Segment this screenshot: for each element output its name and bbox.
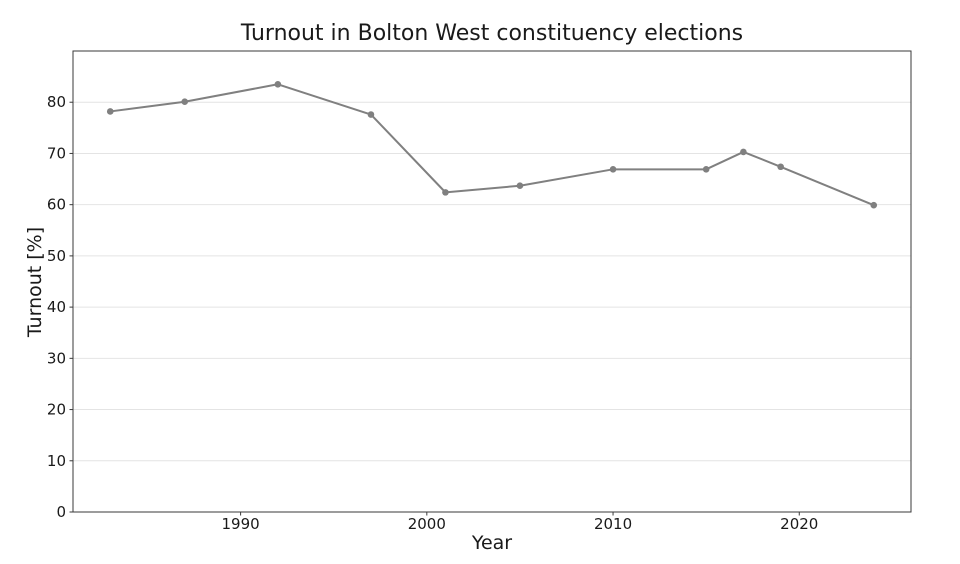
y-tick-label: 60 <box>47 196 66 214</box>
y-tick-label: 0 <box>56 503 66 521</box>
plot-border <box>72 50 912 513</box>
y-tick-label: 50 <box>47 247 66 265</box>
y-tick-label: 80 <box>47 93 66 111</box>
x-tick-label: 2000 <box>408 515 446 533</box>
data-point-2019 <box>777 163 784 171</box>
y-tick-label: 10 <box>47 452 66 470</box>
x-tick-label: 2010 <box>594 515 632 533</box>
data-point-1983 <box>106 108 114 115</box>
data-point-2005 <box>516 182 524 190</box>
data-point-1997 <box>367 111 375 118</box>
x-axis-label: Year <box>471 532 513 554</box>
y-tick-label: 40 <box>47 298 66 316</box>
y-tick-label: 30 <box>47 349 66 367</box>
data-point-1987 <box>181 98 189 106</box>
data-point-2010 <box>609 166 617 173</box>
chart-title: Turnout in Bolton West constituency elec… <box>240 21 744 46</box>
data-point-1992 <box>274 80 282 88</box>
x-tick-label: 1990 <box>222 515 260 533</box>
data-point-2024 <box>870 201 878 209</box>
data-point-2001 <box>442 189 449 196</box>
data-point-2017 <box>740 148 747 156</box>
y-tick-label: 20 <box>47 401 66 419</box>
x-tick-label: 2020 <box>780 515 818 533</box>
data-point-2015 <box>702 166 710 173</box>
y-tick-label: 70 <box>47 144 66 162</box>
